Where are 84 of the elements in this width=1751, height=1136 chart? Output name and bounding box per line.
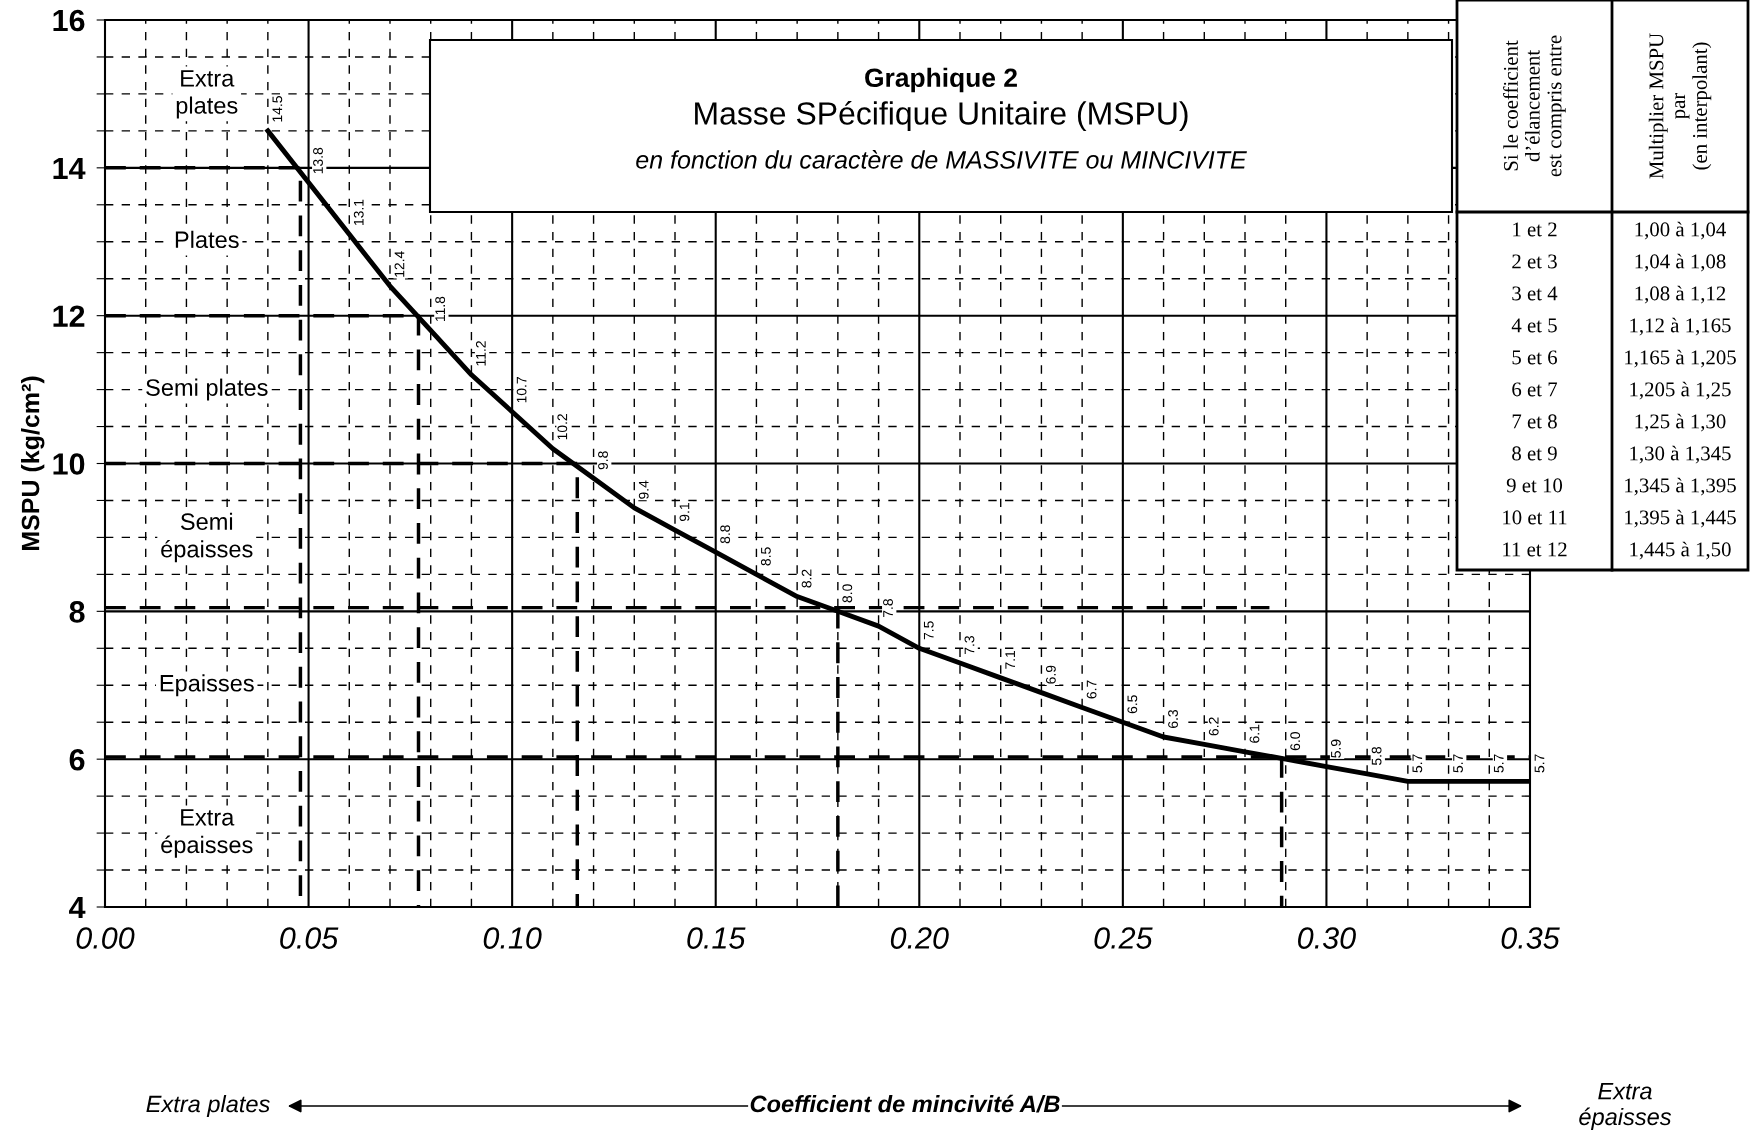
data-label: 5.8 (1371, 746, 1382, 766)
x-tick-label: 0.05 (280, 927, 339, 949)
text: 1,165 à 1,205 (1625, 349, 1736, 368)
data-label: 7.5 (923, 621, 934, 640)
data-label: 8.8 (720, 525, 731, 544)
annotation: 4 et 5 (1511, 318, 1557, 333)
data-label: 7.8 (883, 599, 893, 618)
x-tick-label: 0.20 (890, 927, 949, 949)
text: 1,00 à 1,04 (1635, 221, 1726, 240)
x-tick-label: 0.30 (1298, 927, 1356, 949)
data-label: 7.1 (1005, 650, 1015, 669)
data-label: 6.1 (1249, 724, 1260, 743)
annotation: 10 et 11 (1503, 510, 1567, 525)
annotation: Epaisses (160, 674, 254, 697)
y-tick-label: 4 (69, 897, 86, 919)
text: 1,25 à 1,30 (1635, 413, 1726, 432)
data-label: 14.5 (272, 96, 283, 122)
text: Coefficient de mincivité A/B (750, 1094, 1060, 1113)
data-label: 10.7 (516, 377, 527, 403)
data-label: 8.2 (801, 569, 812, 588)
text: 1,04 à 1,08 (1635, 253, 1726, 272)
data-label: 12.4 (394, 251, 405, 277)
annotation: 8 et 9 (1512, 446, 1557, 461)
annotation: en fonction du caractère de MASSIVITE ou MINCIVITE (636, 150, 1247, 169)
x-tick-label: 0.00 (76, 927, 135, 949)
x-tick-label: 0.25 (1094, 927, 1153, 949)
data-label: 9.1 (679, 503, 690, 522)
text: 1,12 à 1,165 (1630, 317, 1731, 336)
data-label: 5.7 (1493, 754, 1504, 773)
annotation: 9 et 10 (1506, 478, 1563, 493)
annotation: Semi épaisses (161, 512, 253, 563)
y-tick-label: 14 (53, 157, 86, 179)
text: 1,30 à 1,345 (1630, 445, 1731, 464)
data-label: 8.0 (842, 584, 853, 603)
data-label: 5.7 (1453, 754, 1463, 773)
data-label: 11.8 (435, 296, 446, 322)
x-tick-label: 0.35 (1501, 927, 1560, 949)
text: Multiplier MSPU par (en interpolant) (1648, 33, 1712, 179)
text: 1,445 à 1,50 (1630, 541, 1731, 560)
y-tick-label: 8 (69, 601, 85, 623)
annotation: 1 et 2 (1513, 222, 1557, 237)
annotation: Semi plates (146, 378, 268, 401)
y-tick-label: 10 (53, 453, 85, 475)
annotation: 5 et 6 (1512, 350, 1558, 365)
data-label: 8.5 (760, 547, 771, 566)
y-tick-label: 12 (53, 305, 85, 327)
x-tick-label: 0.10 (483, 927, 542, 949)
annotation: 7 et 8 (1512, 414, 1557, 429)
annotation: 3 et 4 (1512, 286, 1558, 301)
data-label: 5.9 (1330, 739, 1341, 758)
text: 1,205 à 1,25 (1630, 381, 1731, 400)
annotation: 11 et 12 (1503, 542, 1567, 557)
y-axis-title: MSPU (kg/cm²) (21, 376, 45, 551)
annotation: Plates (175, 230, 239, 249)
annotation: 2 et 3 (1512, 254, 1557, 269)
data-label: 6.0 (1290, 732, 1301, 751)
data-label: 13.1 (353, 199, 364, 225)
data-label: 9.8 (598, 451, 608, 470)
data-label: 6.3 (1168, 709, 1178, 728)
data-label: 5.7 (1412, 754, 1423, 773)
x-tick-label: 0.15 (687, 927, 746, 949)
text: 1,395 à 1,445 (1625, 509, 1736, 528)
annotation: Si le coefficient d’élancement est compris entre (1503, 35, 1566, 177)
data-label: 11.2 (475, 341, 486, 366)
y-tick-label: 6 (69, 748, 85, 771)
data-label: 9.4 (638, 480, 649, 499)
data-label: 5.7 (1534, 754, 1545, 773)
text: Extra plates (146, 1094, 270, 1118)
data-label: 10.2 (557, 414, 568, 440)
annotation: Extra plates (176, 70, 238, 119)
text: Graphique 2 (865, 67, 1017, 93)
data-label: 7.3 (964, 636, 975, 655)
text: Masse SPécifique Unitaire (MSPU) (695, 100, 1188, 132)
text: 1,08 à 1,12 (1635, 285, 1726, 304)
data-label: 13.8 (313, 147, 323, 174)
y-tick-label: 16 (53, 9, 85, 32)
data-label: 6.7 (1086, 680, 1097, 699)
data-label: 6.9 (1045, 665, 1056, 684)
annotation: Extra épaisses (161, 809, 253, 858)
data-label: 6.5 (1127, 695, 1138, 714)
data-label: 6.2 (1208, 717, 1219, 736)
text: Extra épaisses (1579, 1082, 1672, 1130)
annotation: 6 et 7 (1512, 382, 1558, 397)
text: 1,345 à 1,395 (1625, 477, 1736, 496)
